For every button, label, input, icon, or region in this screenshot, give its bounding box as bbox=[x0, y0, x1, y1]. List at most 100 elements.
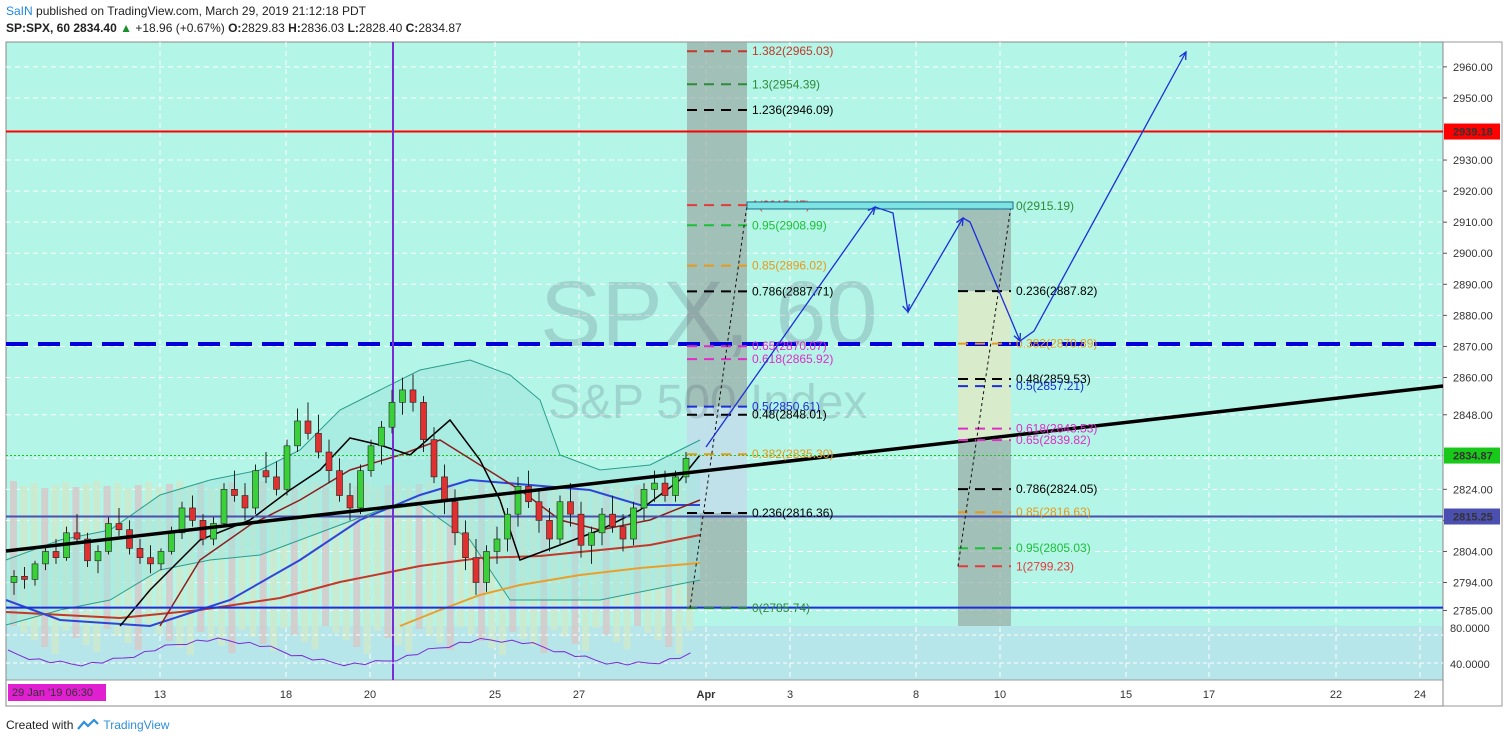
price-change: +18.96 (+0.67%) bbox=[135, 21, 225, 35]
time-tick-label: 13 bbox=[154, 689, 166, 701]
price-tick-label: 2860.00 bbox=[1453, 372, 1493, 384]
candle-body bbox=[31, 563, 39, 580]
candle-body bbox=[567, 501, 574, 515]
candle-body bbox=[252, 470, 259, 509]
price-badge bbox=[1444, 447, 1500, 464]
bollinger-upper bbox=[5, 359, 701, 561]
price-badge-label: 2815.25 bbox=[1453, 512, 1493, 524]
volume-bar bbox=[342, 481, 350, 640]
symbol-label: SP:SPX, 60 bbox=[6, 21, 71, 35]
date-badge-label: 29 Jan '19 06:30 bbox=[12, 687, 93, 699]
time-tick-label: 18 bbox=[280, 689, 292, 701]
time-tick-label: 27 bbox=[573, 689, 585, 701]
candle-body bbox=[525, 485, 532, 503]
price-tick-label: 2890.00 bbox=[1453, 279, 1493, 291]
candle-body bbox=[10, 575, 18, 583]
candle-body bbox=[388, 402, 396, 428]
candle-body bbox=[409, 389, 417, 403]
volume-bar bbox=[301, 485, 309, 642]
volume-bar bbox=[186, 486, 194, 655]
ma-orange bbox=[399, 562, 701, 627]
fib-right-level-label: 0.95(2805.03) bbox=[1016, 541, 1091, 555]
trendline bbox=[5, 384, 1444, 553]
watermark: SPX, 60 S&P 500 Index bbox=[540, 263, 878, 429]
candle-body bbox=[441, 476, 448, 503]
fib-right-level-label: 0.618(2843.53) bbox=[1016, 422, 1097, 436]
watermark-name: S&P 500 Index bbox=[548, 376, 867, 429]
time-tick-label: 25 bbox=[489, 689, 501, 701]
fib-right-level-label: 0.5(2857.21) bbox=[1016, 379, 1084, 393]
fib-left-level-label: 1.382(2965.03) bbox=[752, 44, 833, 58]
fib-left-level-label: 1.236(2946.09) bbox=[752, 103, 833, 117]
price-tick-label: 2910.00 bbox=[1453, 217, 1493, 229]
rsi-line bbox=[7, 637, 691, 667]
price-tick-label: 2848.00 bbox=[1453, 410, 1493, 422]
candle-body bbox=[147, 557, 154, 565]
volume-bar bbox=[10, 481, 17, 626]
publish-text: published on TradingView.com, March 29, … bbox=[36, 4, 367, 18]
volume-bar bbox=[405, 487, 413, 652]
candle-body bbox=[483, 551, 490, 583]
author-link[interactable]: SaIN bbox=[6, 4, 33, 18]
candle-body bbox=[294, 420, 301, 447]
fib-right-level-label: 0.48(2859.53) bbox=[1016, 372, 1091, 386]
price-tick-label: 2880.00 bbox=[1453, 310, 1493, 322]
projection-arrowhead-icon bbox=[1013, 332, 1022, 343]
price-tick-label: 2900.00 bbox=[1453, 248, 1493, 260]
candle-body bbox=[210, 523, 217, 540]
candle-body bbox=[357, 470, 364, 509]
volume-bar bbox=[374, 488, 381, 631]
fib-left-level-label: 0.786(2887.71) bbox=[752, 284, 833, 298]
candle-body bbox=[672, 476, 679, 496]
candle-body bbox=[220, 489, 228, 524]
candle-body bbox=[346, 495, 354, 509]
candle-body bbox=[546, 520, 553, 540]
volume-bar bbox=[332, 484, 340, 633]
target-zone bbox=[746, 201, 1014, 210]
candle-body bbox=[84, 538, 91, 562]
ohlc-line: SP:SPX, 60 2834.40 ▲ +18.96 (+0.67%) O:2… bbox=[6, 20, 462, 37]
candle-body bbox=[661, 482, 669, 496]
price-tick-label: 2824.00 bbox=[1453, 484, 1493, 496]
fib-left-level-label: 0.95(2908.99) bbox=[752, 218, 827, 232]
candle-body bbox=[535, 501, 543, 521]
candle-body bbox=[42, 551, 49, 565]
candle-body bbox=[493, 538, 501, 552]
candle-body bbox=[651, 482, 658, 490]
candle-body bbox=[273, 476, 280, 490]
fib-right-level-label: 0.382(2870.89) bbox=[1016, 337, 1097, 351]
volume-bar bbox=[280, 483, 288, 628]
fib-left-level-label: 1.3(2954.39) bbox=[752, 77, 820, 91]
fib-left-level-label: 0.65(2870.07) bbox=[752, 339, 827, 353]
candle-body bbox=[420, 402, 427, 440]
watermark-symbol: SPX, 60 bbox=[540, 263, 878, 365]
volume-bar bbox=[249, 484, 257, 637]
volume-bar bbox=[415, 484, 423, 629]
candle-body bbox=[399, 389, 406, 403]
candle-body bbox=[556, 501, 564, 540]
volume-bar bbox=[457, 488, 465, 627]
up-arrow-icon: ▲ bbox=[120, 21, 132, 35]
candle-body bbox=[136, 548, 144, 558]
time-tick-label: 8 bbox=[913, 689, 919, 701]
time-tick-label: Apr bbox=[697, 689, 717, 701]
candle-body bbox=[126, 529, 133, 549]
candle-body bbox=[336, 470, 343, 496]
fib-left-level-label: 0.5(2850.61) bbox=[752, 400, 820, 414]
candle-body bbox=[367, 445, 375, 471]
price-tick-label: 2930.00 bbox=[1453, 155, 1493, 167]
candle-body bbox=[462, 532, 469, 558]
low-value: 2828.40 bbox=[358, 21, 403, 35]
candle-body bbox=[472, 557, 480, 583]
price-axis bbox=[1442, 41, 1503, 707]
volume-bar bbox=[218, 485, 225, 646]
last-price: 2834.40 bbox=[73, 21, 117, 35]
price-badge-label: 2939.18 bbox=[1453, 127, 1493, 139]
fib-right-level-label: 0.786(2824.05) bbox=[1016, 482, 1097, 496]
tradingview-brand[interactable]: TradingView bbox=[103, 718, 170, 732]
volume-bar bbox=[436, 486, 444, 643]
price-tick-label: 2920.00 bbox=[1453, 186, 1493, 198]
candle-body bbox=[168, 532, 175, 552]
volume-bar bbox=[322, 487, 329, 626]
